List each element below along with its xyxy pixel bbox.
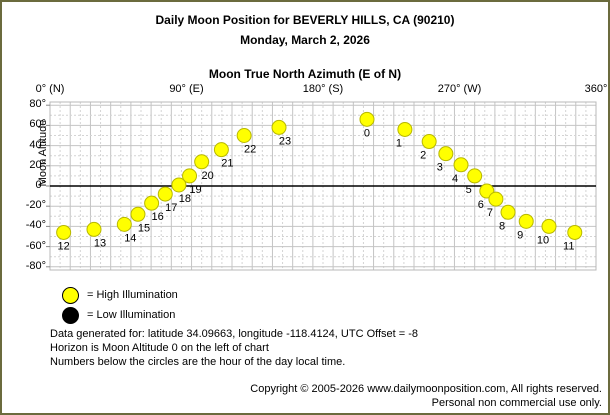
legend-marker-icon [62,306,79,324]
note-line: Data generated for: latitude 34.09663, l… [50,328,419,340]
data-point-hour-22 [236,128,252,143]
data-point-hour-19 [182,168,198,184]
y-tick-label: 0° [35,179,46,191]
data-point-hour-label: 9 [517,229,523,241]
legend-row: = High Illumination [62,285,178,305]
copyright-line: Personal non commercial use only. [431,397,602,409]
data-point-hour-label: 11 [563,240,574,252]
data-point-hour-10 [541,218,557,234]
data-point-hour-label: 16 [151,211,163,223]
data-point-hour-label: 7 [487,207,493,219]
data-point-hour-9 [518,213,534,229]
data-point-hour-21 [213,142,229,158]
chart-title: Moon True North Azimuth (E of N) [208,67,402,81]
note-line: Numbers below the circles are the hour o… [50,356,346,368]
data-point-hour-16 [144,195,160,211]
data-point-hour-14 [116,216,132,232]
data-point-hour-label: 21 [221,158,233,170]
data-point-hour-label: 23 [279,135,291,147]
y-tick-label: 80° [29,98,46,111]
y-tick-label: 40° [29,138,46,151]
copyright-text: Copyright © 2005-2026 www.dailymoonposit… [250,382,602,410]
data-point-hour-1 [397,121,413,137]
data-point-hour-label: 5 [466,184,472,196]
x-tick-label: 90° (E) [169,83,204,95]
data-point-hour-20 [194,154,210,170]
data-point-hour-label: 0 [364,127,370,139]
x-tick-label: 0° (N) [35,83,65,95]
data-point-hour-8 [500,204,516,220]
legend-row: = Low Illumination [62,305,178,325]
data-point-hour-5 [467,168,483,184]
data-point-hour-label: 13 [94,237,106,249]
data-point-hour-0 [359,111,375,127]
data-point-hour-17 [157,186,173,202]
y-tick-label: 20° [29,158,46,171]
data-point-hour-3 [438,146,454,162]
x-tick-label: 270° (W) [437,83,482,95]
legend-marker-icon [62,286,79,304]
x-tick-label: 360° [584,83,608,95]
data-point-hour-label: 10 [537,234,549,246]
data-point-hour-label: 8 [499,220,505,232]
chart-notes: Data generated for: latitude 34.09663, l… [50,327,418,369]
data-point-hour-label: 19 [189,184,201,196]
data-point-hour-2 [421,134,437,150]
data-point-hour-label: 2 [420,150,426,162]
page-title: Daily Moon Position for BEVERLY HILLS, C… [155,13,455,27]
data-point-hour-label: 22 [244,144,256,156]
data-point-hour-12 [56,224,72,240]
y-tick-label: 60° [29,118,46,131]
legend-label: = High Illumination [87,289,178,301]
data-point-hour-label: 4 [452,173,458,185]
y-tick-label: -20° [25,199,46,212]
data-point-hour-4 [453,157,469,173]
data-point-hour-23 [271,119,287,135]
data-point-hour-label: 6 [478,199,484,211]
data-point-hour-label: 20 [202,170,214,182]
data-point-hour-7 [488,191,504,207]
legend: = High Illumination = Low Illumination [62,285,178,325]
y-tick-label: -60° [25,239,46,252]
y-axis-title: Moon Altitude [37,119,49,187]
data-point-hour-label: 17 [165,202,177,214]
copyright-line: Copyright © 2005-2026 www.dailymoonposit… [250,383,602,395]
data-point-hour-label: 12 [58,240,70,252]
data-point-hour-15 [130,206,146,222]
data-point-hour-13 [86,221,102,237]
data-point-hour-18 [171,177,187,193]
legend-label: = Low Illumination [87,309,176,321]
data-point-hour-label: 14 [124,232,136,244]
note-line: Horizon is Moon Altitude 0 on the left o… [50,342,269,354]
data-point-hour-11 [567,224,583,240]
y-tick-label: -80° [25,259,46,272]
page-subtitle: Monday, March 2, 2026 [240,33,370,47]
y-tick-label: -40° [25,219,46,232]
x-tick-label: 180° (S) [302,83,344,95]
data-point-hour-label: 1 [396,137,402,149]
data-point-hour-label: 18 [179,193,191,205]
data-point-hour-label: 15 [138,222,150,234]
data-point-hour-label: 3 [437,162,443,174]
